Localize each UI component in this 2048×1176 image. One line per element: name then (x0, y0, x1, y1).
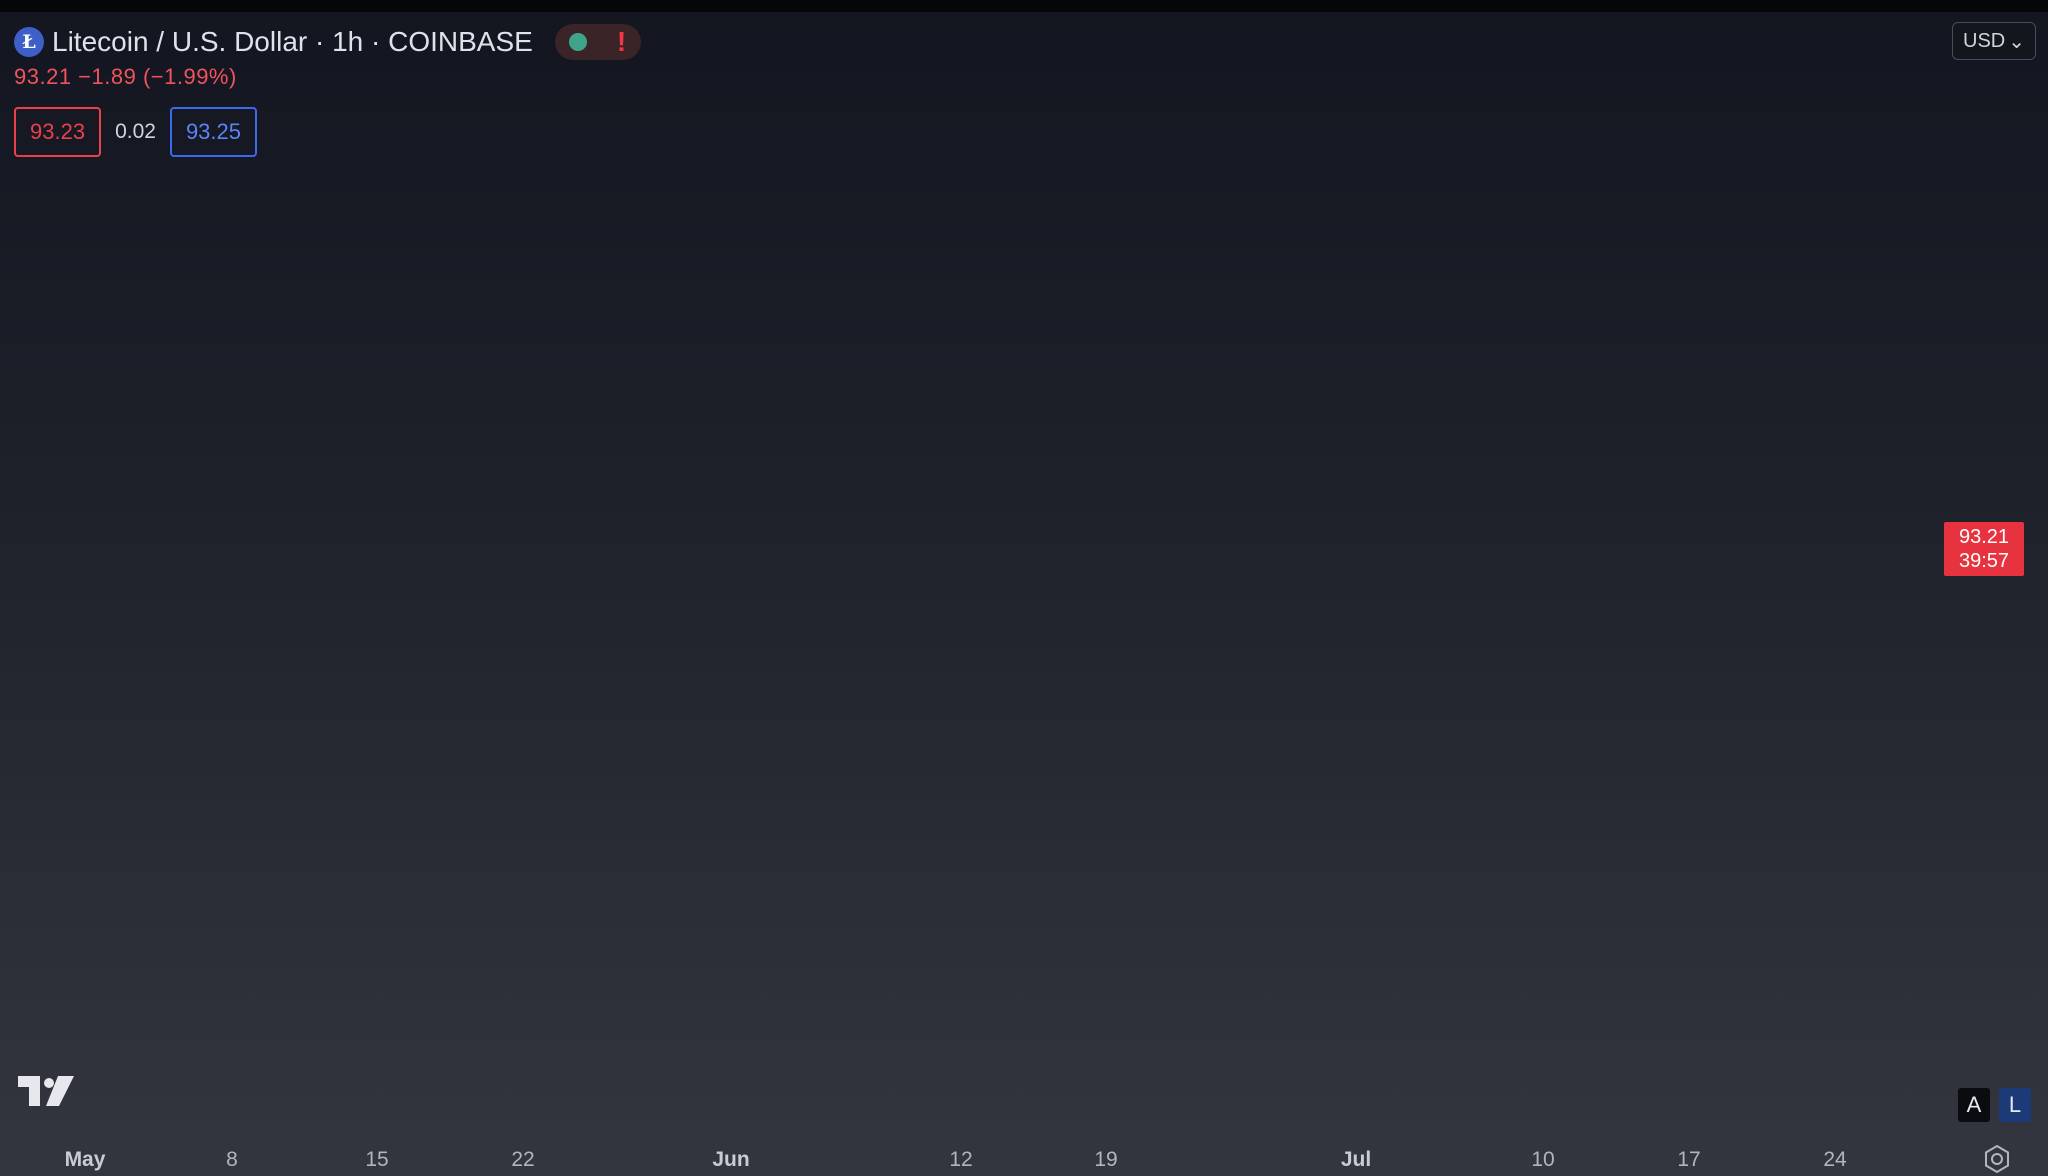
auto-scale-button[interactable]: A (1958, 1088, 1990, 1122)
last-price-tag: 93.21 39:57 (1944, 522, 2024, 576)
x-tick-label: May (65, 1148, 106, 1171)
x-tick-label: 10 (1531, 1148, 1554, 1171)
price-change-line: 93.21 −1.89 (−1.99%) (14, 64, 237, 89)
tradingview-logo[interactable] (18, 1076, 78, 1110)
settings-gear-icon[interactable] (1982, 1144, 2012, 1174)
symbol-header[interactable]: Ł Litecoin / U.S. Dollar · 1h · COINBASE… (14, 22, 641, 62)
market-status-indicator[interactable]: ! (554, 24, 641, 60)
market-open-dot-icon (569, 33, 588, 51)
currency-selector[interactable]: USD ⌄ (1952, 22, 2036, 60)
chevron-down-icon: ⌄ (2008, 30, 2025, 53)
symbol-title[interactable]: Litecoin / U.S. Dollar · 1h · COINBASE (52, 26, 533, 57)
log-scale-button[interactable]: L (1999, 1088, 2031, 1122)
x-tick-label: 17 (1677, 1148, 1700, 1171)
last-price-value: 93.21 (1958, 526, 2010, 548)
sell-price-button[interactable]: 93.23 (14, 107, 102, 157)
buy-price-button[interactable]: 93.25 (169, 107, 257, 157)
x-tick-label: Jun (712, 1148, 749, 1171)
x-tick-label: 15 (365, 1148, 388, 1171)
x-tick-label: 24 (1823, 1148, 1847, 1171)
x-tick-label: 22 (511, 1148, 534, 1171)
litecoin-icon: Ł (14, 27, 44, 57)
x-tick-label: Jul (1341, 1148, 1371, 1171)
x-tick-label: 8 (226, 1148, 238, 1171)
spread-value: 0.02 (115, 120, 156, 143)
alert-icon: ! (616, 26, 627, 57)
bid-ask-panel: 93.23 0.02 93.25 (14, 107, 257, 157)
x-tick-label: 19 (1094, 1148, 1117, 1171)
currency-label: USD (1963, 29, 2006, 52)
bar-countdown: 39:57 (1958, 550, 2010, 572)
x-tick-label: 12 (949, 1148, 972, 1171)
top-bar (0, 0, 2048, 12)
